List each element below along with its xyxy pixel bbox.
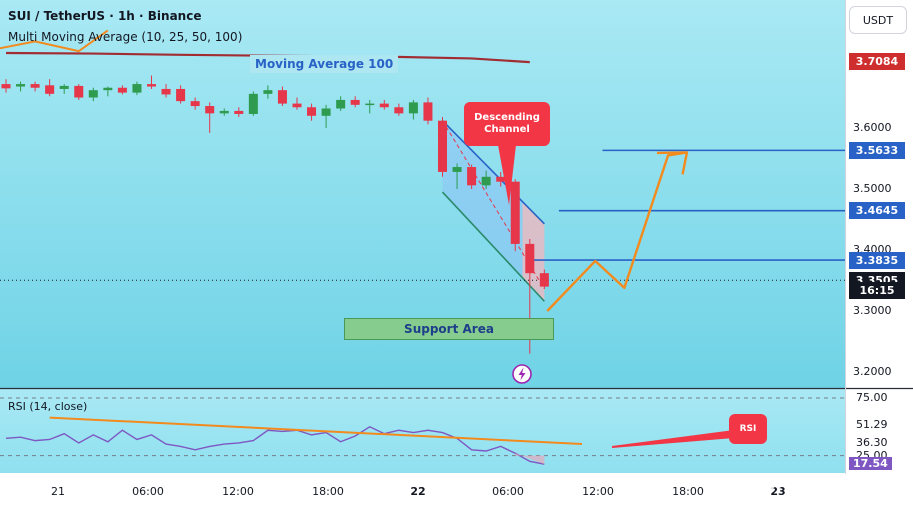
rsi-oversold-fill — [515, 453, 545, 465]
candle-body — [74, 85, 84, 98]
price-axis-background — [845, 0, 913, 474]
time-tick-label: 18:00 — [672, 485, 704, 498]
candle-body — [379, 103, 389, 108]
candle-body — [59, 85, 69, 89]
channel-upper-fill — [442, 120, 523, 278]
candle-body — [496, 176, 506, 182]
time-tick-label: 18:00 — [312, 485, 344, 498]
price-tick-label: 3.3000 — [853, 304, 892, 317]
channel-lower-line — [441, 191, 545, 302]
rsi-title: RSI (14, close) — [8, 400, 88, 413]
price-badge: 3.7084 — [849, 53, 905, 71]
price-badge: 3.3835 — [849, 251, 905, 269]
rsi-callout-pointer — [612, 430, 734, 448]
candle-body — [248, 93, 258, 114]
indicator-title: Multi Moving Average (10, 25, 50, 100) — [8, 30, 243, 44]
price-tick-label: 3.5000 — [853, 182, 892, 195]
rsi-tick-label: 51.29 — [856, 418, 888, 432]
projection-arrowhead — [656, 151, 689, 175]
candle-body — [147, 84, 156, 87]
candle-body — [161, 88, 171, 95]
candle-body — [16, 84, 26, 87]
rsi-trendline — [49, 416, 583, 445]
currency-button[interactable]: USDT — [849, 6, 907, 34]
price-tick-label: 3.6000 — [853, 121, 892, 134]
price-tick-label: 3.2000 — [853, 365, 892, 378]
candle-body — [45, 85, 55, 94]
candle-body — [350, 99, 360, 105]
candle-body — [481, 176, 491, 186]
watermark: @GK-ARONNO — [740, 470, 888, 494]
candle-body — [30, 84, 40, 88]
time-tick-label: 23 — [770, 485, 786, 498]
candle-body — [336, 99, 346, 109]
callout-pointer — [498, 145, 516, 205]
candle-body — [467, 167, 477, 186]
candle-body — [176, 88, 186, 102]
candle-body — [394, 107, 404, 114]
time-tick-label: 12:00 — [582, 485, 614, 498]
time-tick-label: 21 — [51, 485, 65, 498]
time-tick-label: 22 — [410, 485, 426, 498]
candle-body — [510, 181, 520, 244]
candle-body — [234, 110, 244, 114]
ma100-annotation: Moving Average 100 — [250, 55, 399, 73]
candle-body — [1, 84, 11, 89]
candle-body — [88, 90, 98, 98]
time-tick-label: 06:00 — [132, 485, 164, 498]
lightning-icon[interactable] — [511, 363, 533, 385]
price-badge: 3.4645 — [849, 202, 905, 220]
candle-body — [423, 102, 433, 121]
candle-body — [117, 87, 127, 93]
rsi-tick-label: 75.00 — [856, 391, 888, 404]
support-area-label: Support Area — [404, 322, 494, 336]
rsi-tick-label: 17.54 — [849, 457, 892, 471]
rsi-tick-label: 36.30 — [856, 435, 888, 449]
time-tick-label: 12:00 — [222, 485, 254, 498]
candle-body — [539, 273, 549, 287]
candle-body — [132, 84, 142, 93]
candle-body — [103, 87, 113, 91]
time-axis-background — [0, 474, 913, 507]
price-badge: 16:15 — [849, 282, 905, 300]
candle-body — [292, 103, 302, 108]
candle-body — [525, 243, 535, 274]
price-badge: 3.5633 — [849, 141, 905, 159]
symbol-title: SUI / TetherUS · 1h · Binance — [8, 9, 202, 23]
candle-body — [263, 90, 273, 94]
rsi-callout: RSI — [729, 414, 767, 444]
candle-body — [452, 167, 462, 172]
candle-body — [321, 108, 331, 116]
candle-body — [277, 90, 287, 104]
candle-body — [307, 107, 317, 116]
candle-body — [219, 110, 229, 114]
candle-body — [408, 102, 418, 114]
support-area-box: Support Area — [344, 318, 554, 340]
candle-body — [190, 101, 200, 107]
time-tick-label: 06:00 — [492, 485, 524, 498]
channel-upper-line — [441, 120, 545, 225]
projection-path — [546, 151, 688, 312]
candle-body — [205, 106, 215, 114]
ma-fast-line — [0, 29, 109, 53]
candle-body — [365, 103, 375, 106]
candle-body — [438, 120, 447, 172]
descending-channel-callout: Descending Channel — [464, 102, 550, 146]
